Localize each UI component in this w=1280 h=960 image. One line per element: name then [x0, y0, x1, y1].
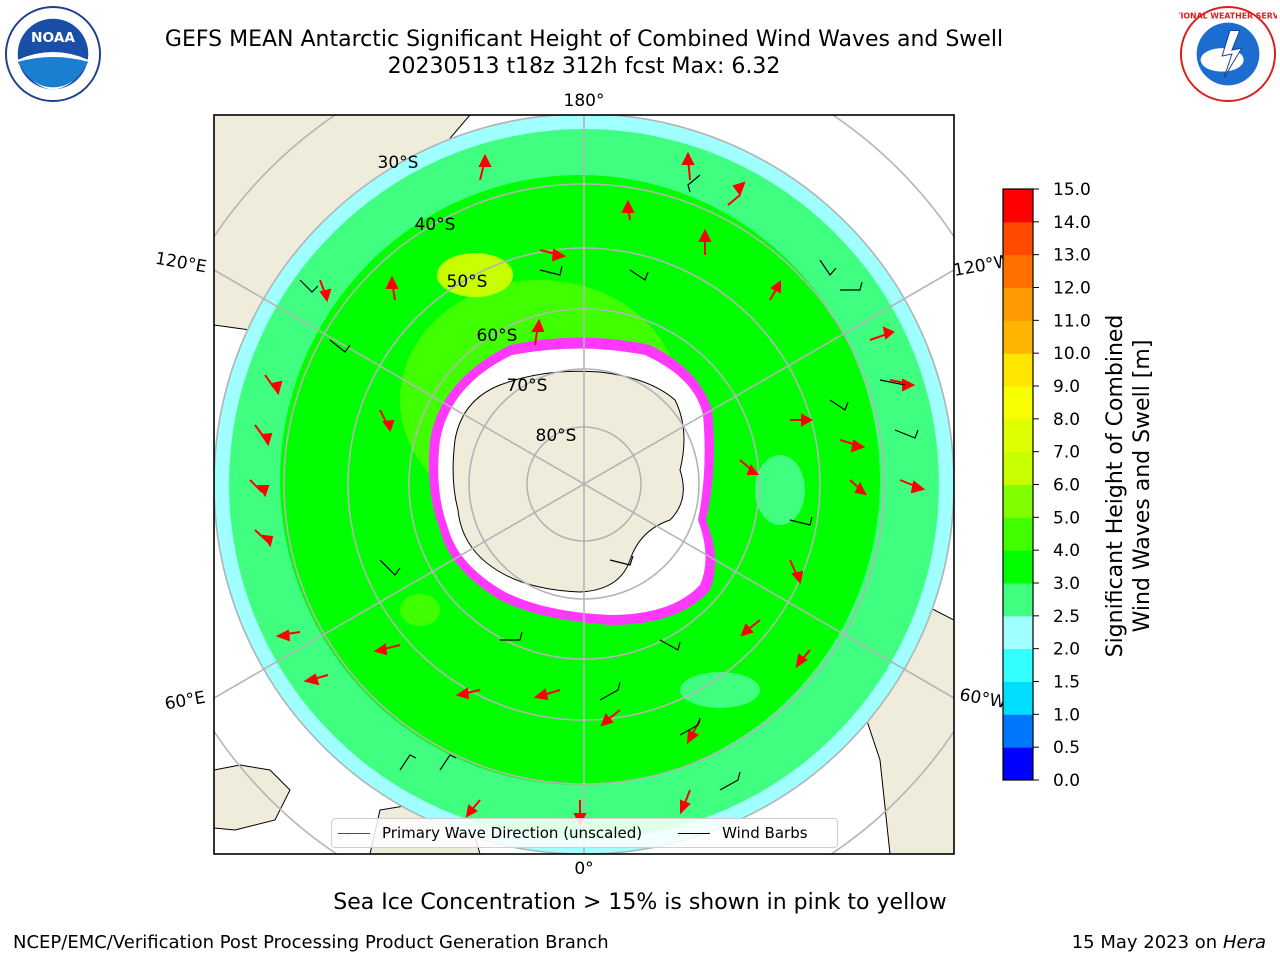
- lat-label-80s: 80°S: [536, 426, 577, 446]
- legend-red-line: [338, 832, 370, 834]
- map-frame: [213, 114, 955, 855]
- legend-wave-direction-label: Primary Wave Direction (unscaled): [382, 824, 643, 842]
- wind-barbs: [299, 174, 919, 791]
- colorbar-tick-label: 4.0: [1053, 541, 1080, 561]
- graticule: [214, 115, 954, 854]
- legend-wind-barbs-label: Wind Barbs: [722, 824, 808, 842]
- colorbar-tick-label: 8.0: [1053, 410, 1080, 430]
- colorbar-tick-label: 11.0: [1053, 311, 1091, 331]
- colorbar-tick-label: 7.0: [1053, 443, 1080, 463]
- colorbar-segment: [1003, 517, 1033, 551]
- map-legend: Primary Wave Direction (unscaled) Wind B…: [331, 818, 838, 848]
- lon-label-60e: 60°E: [163, 688, 207, 715]
- colorbar-tick-label: 0.0: [1053, 771, 1080, 791]
- colorbar-tick-label: 0.5: [1053, 738, 1080, 758]
- lon-label-0: 0°: [574, 859, 593, 879]
- colorbar-tick-label: 2.5: [1053, 607, 1080, 627]
- lat-label-40s: 40°S: [415, 215, 456, 235]
- footer-machine: Hera: [1222, 932, 1266, 953]
- colorbar-segment: [1003, 353, 1033, 387]
- colorbar-tick-label: 12.0: [1053, 279, 1091, 299]
- colorbar-segment: [1003, 287, 1033, 321]
- colorbar-segment: [1003, 681, 1033, 715]
- colorbar-tick-label: 3.0: [1053, 574, 1080, 594]
- lat-label-50s: 50°S: [447, 272, 488, 292]
- sea-ice-footnote: Sea Ice Concentration > 15% is shown in …: [333, 890, 947, 915]
- colorbar-tick-label: 6.0: [1053, 476, 1080, 496]
- colorbar-segment: [1003, 615, 1033, 650]
- noaa-logo-text: NOAA: [31, 30, 75, 46]
- africa-land: [214, 764, 291, 831]
- colorbar-segment: [1003, 451, 1033, 485]
- colorbar: 0.0 0.5 1.0 1.5 2.0 2.5 3.0 4.0 5.0 6.0 7.0 8.0 9.0 1…: [1002, 180, 1091, 791]
- colorbar-segment: [1003, 254, 1033, 288]
- colorbar-tick-label: 10.0: [1053, 344, 1091, 364]
- colorbar-tick-label: 2.0: [1053, 640, 1080, 660]
- map-title: GEFS MEAN Antarctic Significant Height o…: [164, 27, 1004, 52]
- colorbar-segment: [1003, 189, 1033, 223]
- colorbar-segment: [1003, 386, 1033, 420]
- colorbar-segment: [1003, 550, 1033, 584]
- colorbar-segment: [1003, 583, 1033, 617]
- colorbar-tick-label: 14.0: [1053, 213, 1091, 233]
- colorbar-tick-label: 1.5: [1053, 673, 1080, 693]
- lon-label-60w: 60°W: [958, 685, 1008, 713]
- lat-label-30s: 30°S: [378, 153, 419, 173]
- lon-label-120e: 120°E: [154, 249, 208, 278]
- legend-wind-barbs: Wind Barbs: [672, 824, 808, 842]
- noaa-logo: NOAA: [4, 5, 102, 103]
- lon-label-180: 180°: [564, 91, 605, 111]
- legend-black-line: [678, 832, 711, 834]
- colorbar-segment: [1003, 648, 1033, 682]
- colorbar-tick-label: 1.0: [1053, 705, 1080, 725]
- colorbar-label-line1: Significant Height of Combined: [1103, 315, 1128, 658]
- footer-branch: NCEP/EMC/Verification Post Processing Pr…: [13, 932, 609, 953]
- footer-date: 15 May 2023 on Hera: [1072, 932, 1266, 953]
- colorbar-segment: [1003, 714, 1033, 748]
- footer-date-text: 15 May 2023 on: [1071, 932, 1218, 953]
- colorbar-label-line2: Wind Waves and Swell [m]: [1130, 340, 1155, 633]
- colorbar-tick-label: 5.0: [1053, 508, 1080, 528]
- legend-wave-direction: Primary Wave Direction (unscaled): [332, 824, 642, 842]
- colorbar-segment: [1003, 418, 1033, 453]
- colorbar-segment: [1003, 747, 1033, 781]
- colorbar-tick-label: 15.0: [1053, 180, 1091, 200]
- colorbar-segment: [1003, 221, 1033, 256]
- lat-label-60s: 60°S: [477, 326, 518, 346]
- colorbar-tick-label: 9.0: [1053, 377, 1080, 397]
- lat-label-70s: 70°S: [507, 376, 548, 396]
- nws-logo-text: NATIONAL WEATHER SERVICE: [1179, 12, 1277, 21]
- colorbar-tick-label: 13.0: [1053, 246, 1091, 266]
- colorbar-segment: [1003, 484, 1033, 518]
- map-subtitle: 20230513 t18z 312h fcst Max: 6.32: [387, 54, 781, 79]
- colorbar-segment: [1003, 320, 1033, 354]
- nws-logo: NATIONAL WEATHER SERVICE: [1179, 5, 1277, 103]
